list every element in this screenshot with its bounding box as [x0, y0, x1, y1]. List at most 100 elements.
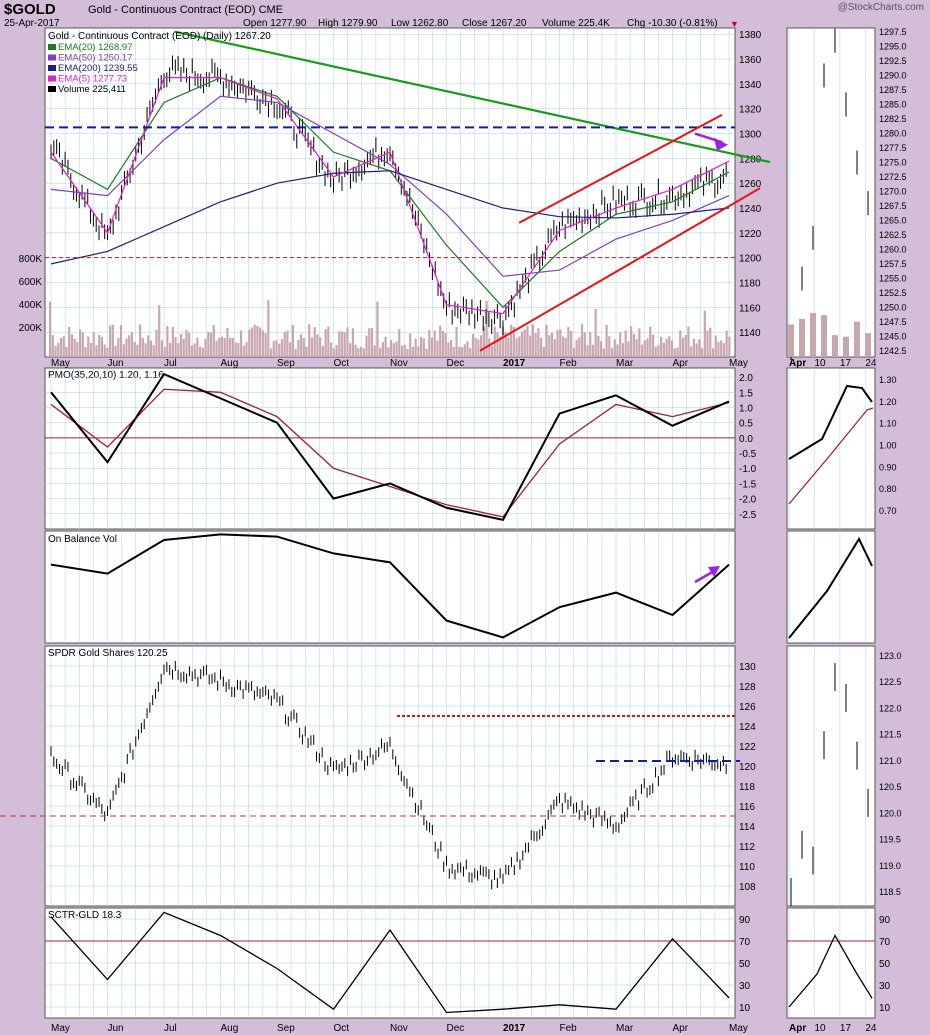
- volume-bar: [98, 334, 101, 357]
- mini-x-axis-tick-label: Apr: [789, 1023, 806, 1034]
- volume-bar: [616, 344, 619, 357]
- volume-bar: [684, 335, 687, 357]
- mini-price-y-tick-label: 1297.5: [879, 27, 907, 37]
- x-axis-tick-label: May: [51, 1023, 70, 1034]
- volume-bar: [84, 347, 87, 357]
- mini-price-y-tick-label: 1275.0: [879, 158, 907, 168]
- volume-bar: [302, 337, 305, 357]
- pmo-signal-line: [50, 388, 730, 518]
- mini-price-y-tick-label: 1262.5: [879, 230, 907, 240]
- pmo-y-tick-label: 0.5: [739, 419, 753, 430]
- volume-bar: [482, 326, 485, 357]
- pmo-mini-panel: [786, 367, 876, 530]
- volume-bar: [564, 337, 567, 357]
- mini-volume-bar: [788, 324, 794, 357]
- volume-bar: [523, 329, 526, 357]
- volume-bar: [559, 329, 562, 357]
- pmo-y-tick-label: -1.5: [739, 479, 757, 490]
- volume-bar: [51, 334, 54, 357]
- volume-bar: [297, 340, 300, 357]
- mini-price-y-tick-label: 1280.0: [879, 129, 907, 139]
- volume-bar: [332, 348, 335, 357]
- mini-gld-y-tick-label: 121.0: [879, 756, 902, 766]
- x-axis-tick-label: Oct: [334, 1023, 350, 1034]
- volume-bar: [540, 337, 543, 357]
- mini-sctr-y-tick-label: 90: [879, 915, 891, 926]
- volume-bar: [570, 330, 573, 357]
- volume-bar: [291, 325, 294, 357]
- volume-bar: [182, 338, 185, 357]
- volume-bar: [706, 330, 709, 357]
- volume-y-tick-label: 600K: [19, 277, 43, 288]
- mini-pmo-signal-line: [788, 407, 874, 505]
- volume-bar: [329, 342, 333, 357]
- volume-bar: [605, 325, 608, 357]
- volume-bar: [190, 345, 194, 357]
- volume-bar: [589, 332, 592, 357]
- volume-bar: [714, 335, 717, 357]
- volume-bar: [654, 346, 657, 357]
- volume-bar: [460, 347, 464, 357]
- volume-bar: [670, 340, 674, 357]
- mini-volume-bar: [799, 318, 805, 357]
- volume-bar: [89, 343, 93, 357]
- volume-bar: [709, 327, 712, 357]
- volume-bar: [681, 337, 685, 357]
- volume-bar: [158, 305, 161, 357]
- volume-bar: [477, 339, 480, 357]
- pmo-y-tick-label: 2.0: [739, 373, 753, 384]
- x-axis-tick-label: Jun: [108, 1023, 124, 1034]
- volume-bar: [572, 347, 575, 357]
- volume-bar: [640, 344, 644, 357]
- volume-bar: [531, 324, 535, 357]
- volume-bar: [594, 308, 597, 357]
- volume-bar: [310, 337, 314, 357]
- legend-entry: Volume 225,411: [58, 84, 126, 95]
- pmo-y-tick-label: 1.0: [739, 403, 753, 414]
- volume-bar: [349, 343, 352, 357]
- volume-bar: [690, 346, 693, 357]
- sctr-y-tick-label: 70: [739, 937, 751, 948]
- volume-bar: [152, 345, 155, 357]
- volume-bar: [387, 347, 390, 357]
- volume-bar: [117, 337, 120, 357]
- mini-gld-y-tick-label: 123.0: [879, 651, 902, 661]
- volume-bar: [580, 324, 584, 357]
- obv-label: On Balance Vol: [48, 534, 117, 545]
- volume-bar: [234, 342, 237, 357]
- mini-price-y-tick-label: 1290.0: [879, 71, 907, 81]
- chart-header: $GOLD Gold - Continuous Contract (EOD) C…: [0, 0, 930, 30]
- volume-bar: [79, 329, 82, 357]
- price-y-tick-label: 1260: [739, 179, 762, 190]
- quote-high: High 1279.90: [318, 18, 378, 29]
- volume-bar: [272, 340, 275, 357]
- ema200-line: [50, 170, 730, 265]
- mini-price-y-tick-label: 1257.5: [879, 259, 907, 269]
- volume-bar: [474, 338, 477, 357]
- mini-gld-y-tick-label: 120.5: [879, 782, 902, 792]
- legend-swatch: [48, 44, 56, 50]
- x-axis-tick-label: Jul: [164, 1023, 177, 1034]
- volume-bar: [630, 326, 633, 357]
- mini-price-y-tick-label: 1287.5: [879, 85, 907, 95]
- volume-bar: [646, 338, 649, 357]
- channel-upper-line: [518, 114, 723, 224]
- volume-bar: [179, 333, 183, 357]
- volume-bar: [469, 348, 472, 357]
- mini-pmo-y-tick-label: 1.30: [879, 375, 897, 385]
- mini-volume-bar: [810, 312, 816, 357]
- volume-bar: [338, 331, 341, 357]
- x-axis-tick-label: Nov: [390, 358, 408, 369]
- x-axis-tick-label: Jul: [164, 358, 177, 369]
- volume-bar: [141, 337, 144, 357]
- volume-bar: [109, 325, 112, 357]
- volume-bar: [695, 343, 698, 357]
- volume-bar: [548, 335, 551, 357]
- volume-y-tick-label: 200K: [19, 323, 43, 334]
- x-axis-tick-label: Apr: [673, 358, 689, 369]
- mini-gld-y-tick-label: 118.5: [879, 887, 901, 897]
- volume-bar: [668, 336, 671, 357]
- price-y-tick-label: 1300: [739, 130, 762, 141]
- mini-price-y-tick-label: 1245.0: [879, 332, 907, 342]
- price-y-tick-label: 1220: [739, 229, 762, 240]
